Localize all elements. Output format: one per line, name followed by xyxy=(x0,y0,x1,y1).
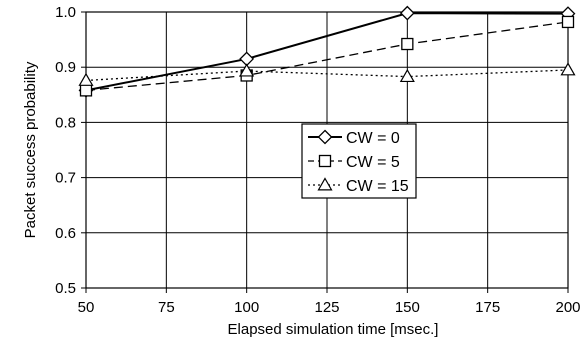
legend-marker xyxy=(317,177,333,191)
series-line xyxy=(85,69,569,82)
legend-label: CW = 15 xyxy=(346,178,409,195)
y-tick-label: 0.5 xyxy=(55,280,76,297)
x-tick-label: 100 xyxy=(234,299,259,316)
x-axis-title: Elapsed simulation time [msec.] xyxy=(228,321,439,338)
data-point-marker xyxy=(239,63,255,77)
data-point-marker xyxy=(401,37,414,51)
x-tick-label: 150 xyxy=(395,299,420,316)
data-point-marker xyxy=(78,72,94,86)
series-2 xyxy=(78,62,576,86)
data-point-marker xyxy=(79,84,93,97)
legend-entry: CW = 5 xyxy=(308,154,400,171)
y-tick-label: 0.7 xyxy=(55,170,76,187)
legend: CW = 0 CW = 5 CW = 15 xyxy=(301,123,417,199)
data-point-marker xyxy=(399,68,415,83)
legend-label: CW = 5 xyxy=(346,154,400,171)
legend-label: CW = 0 xyxy=(346,130,400,147)
x-tick-label: 125 xyxy=(314,299,339,316)
legend-entry: CW = 15 xyxy=(308,177,409,195)
data-point-marker xyxy=(399,5,415,21)
series-line xyxy=(85,12,569,92)
data-point-marker xyxy=(560,62,576,76)
plot-area xyxy=(81,11,569,293)
legend-entry: CW = 0 xyxy=(308,129,400,147)
series-line xyxy=(85,21,569,92)
x-tick-label: 50 xyxy=(78,299,95,316)
tick-labels: 50 75 100 125 150 175 200 0.5 0.6 0.7 0.8 0.9 1.0 xyxy=(55,4,580,316)
x-tick-label: 75 xyxy=(158,299,175,316)
legend-marker xyxy=(317,129,333,145)
y-tick-label: 0.9 xyxy=(55,59,76,76)
x-tick-label: 200 xyxy=(555,299,580,316)
data-point-marker xyxy=(561,15,575,29)
y-axis-title: Packet success probability xyxy=(22,61,39,238)
y-tick-label: 1.0 xyxy=(55,4,76,21)
y-tick-label: 0.6 xyxy=(55,225,76,242)
x-tick-label: 175 xyxy=(475,299,500,316)
legend-marker xyxy=(318,154,332,168)
y-tick-label: 0.8 xyxy=(55,114,76,131)
series-layer xyxy=(78,5,576,98)
